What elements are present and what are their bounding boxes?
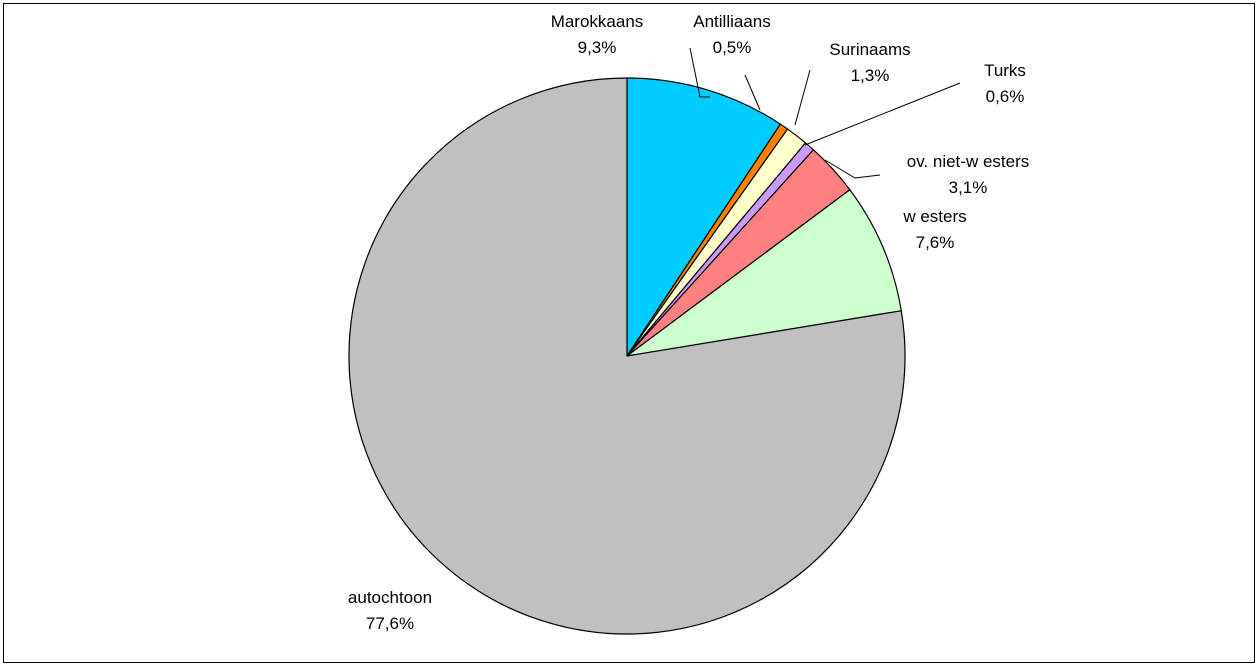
slice-label-autochtoon: autochtoon [348,588,432,607]
slice-value-autochtoon: 77,6% [366,614,414,633]
labels-layer: Marokkaans 9,3% Antilliaans 0,5% Surinaams 1,… [348,12,1029,633]
slice-label-antilliaans: Antilliaans [693,12,771,31]
leader-line-turks [804,82,961,146]
slice-value-marokkaans: 9,3% [578,38,617,57]
slice-label-turks: Turks [984,61,1026,80]
slice-value-ov-niet-w-esters: 3,1% [949,178,988,197]
leader-line-marokkaans [689,47,710,98]
slice-value-antilliaans: 0,5% [713,38,752,57]
pie-slice-marokkaans [626,77,781,357]
slice-value-surinaams: 1,3% [851,66,890,85]
leader-line-surinaams [794,69,811,126]
pie-slice-w-esters [626,189,902,357]
leader-line-antilliaans [744,74,761,111]
slice-label-ov-niet-w-esters: ov. niet-w esters [907,152,1030,171]
slice-label-marokkaans: Marokkaans [551,12,644,31]
slice-value-w-esters: 7,6% [916,233,955,252]
slice-value-turks: 0,6% [986,87,1025,106]
slice-label-surinaams: Surinaams [829,40,910,59]
slice-label-w-esters: w esters [902,207,966,226]
slices-layer [348,77,906,635]
leader-line-ov-niet-w-esters [824,159,881,179]
pie-slice-autochtoon [348,77,906,635]
leader-lines-layer [689,47,961,179]
